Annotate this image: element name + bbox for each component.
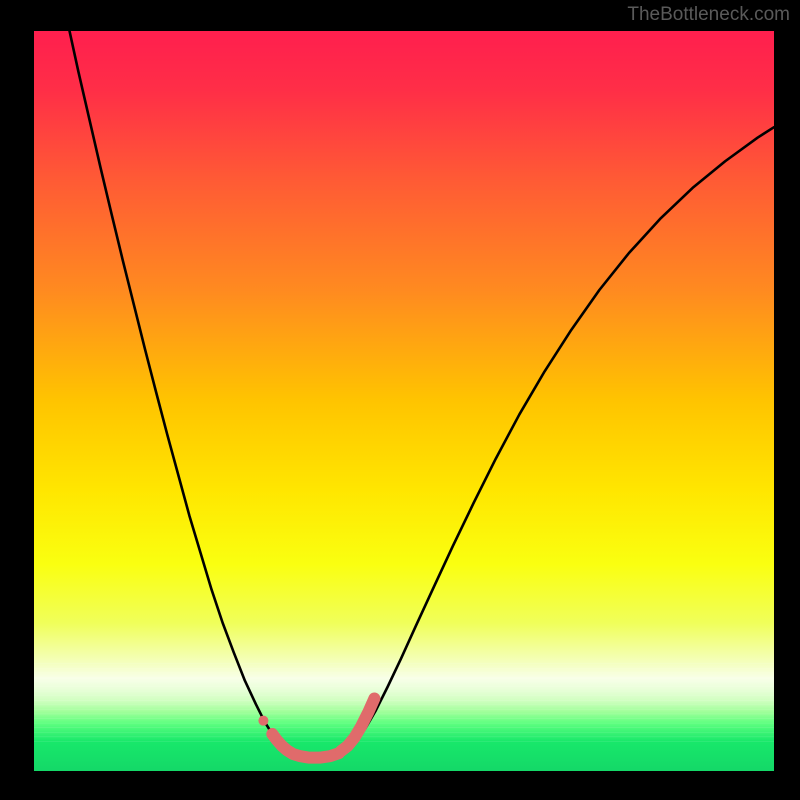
watermark-text: TheBottleneck.com	[627, 4, 790, 26]
chart-root: TheBottleneck.com	[0, 0, 800, 800]
bottleneck-chart-svg	[0, 0, 800, 800]
